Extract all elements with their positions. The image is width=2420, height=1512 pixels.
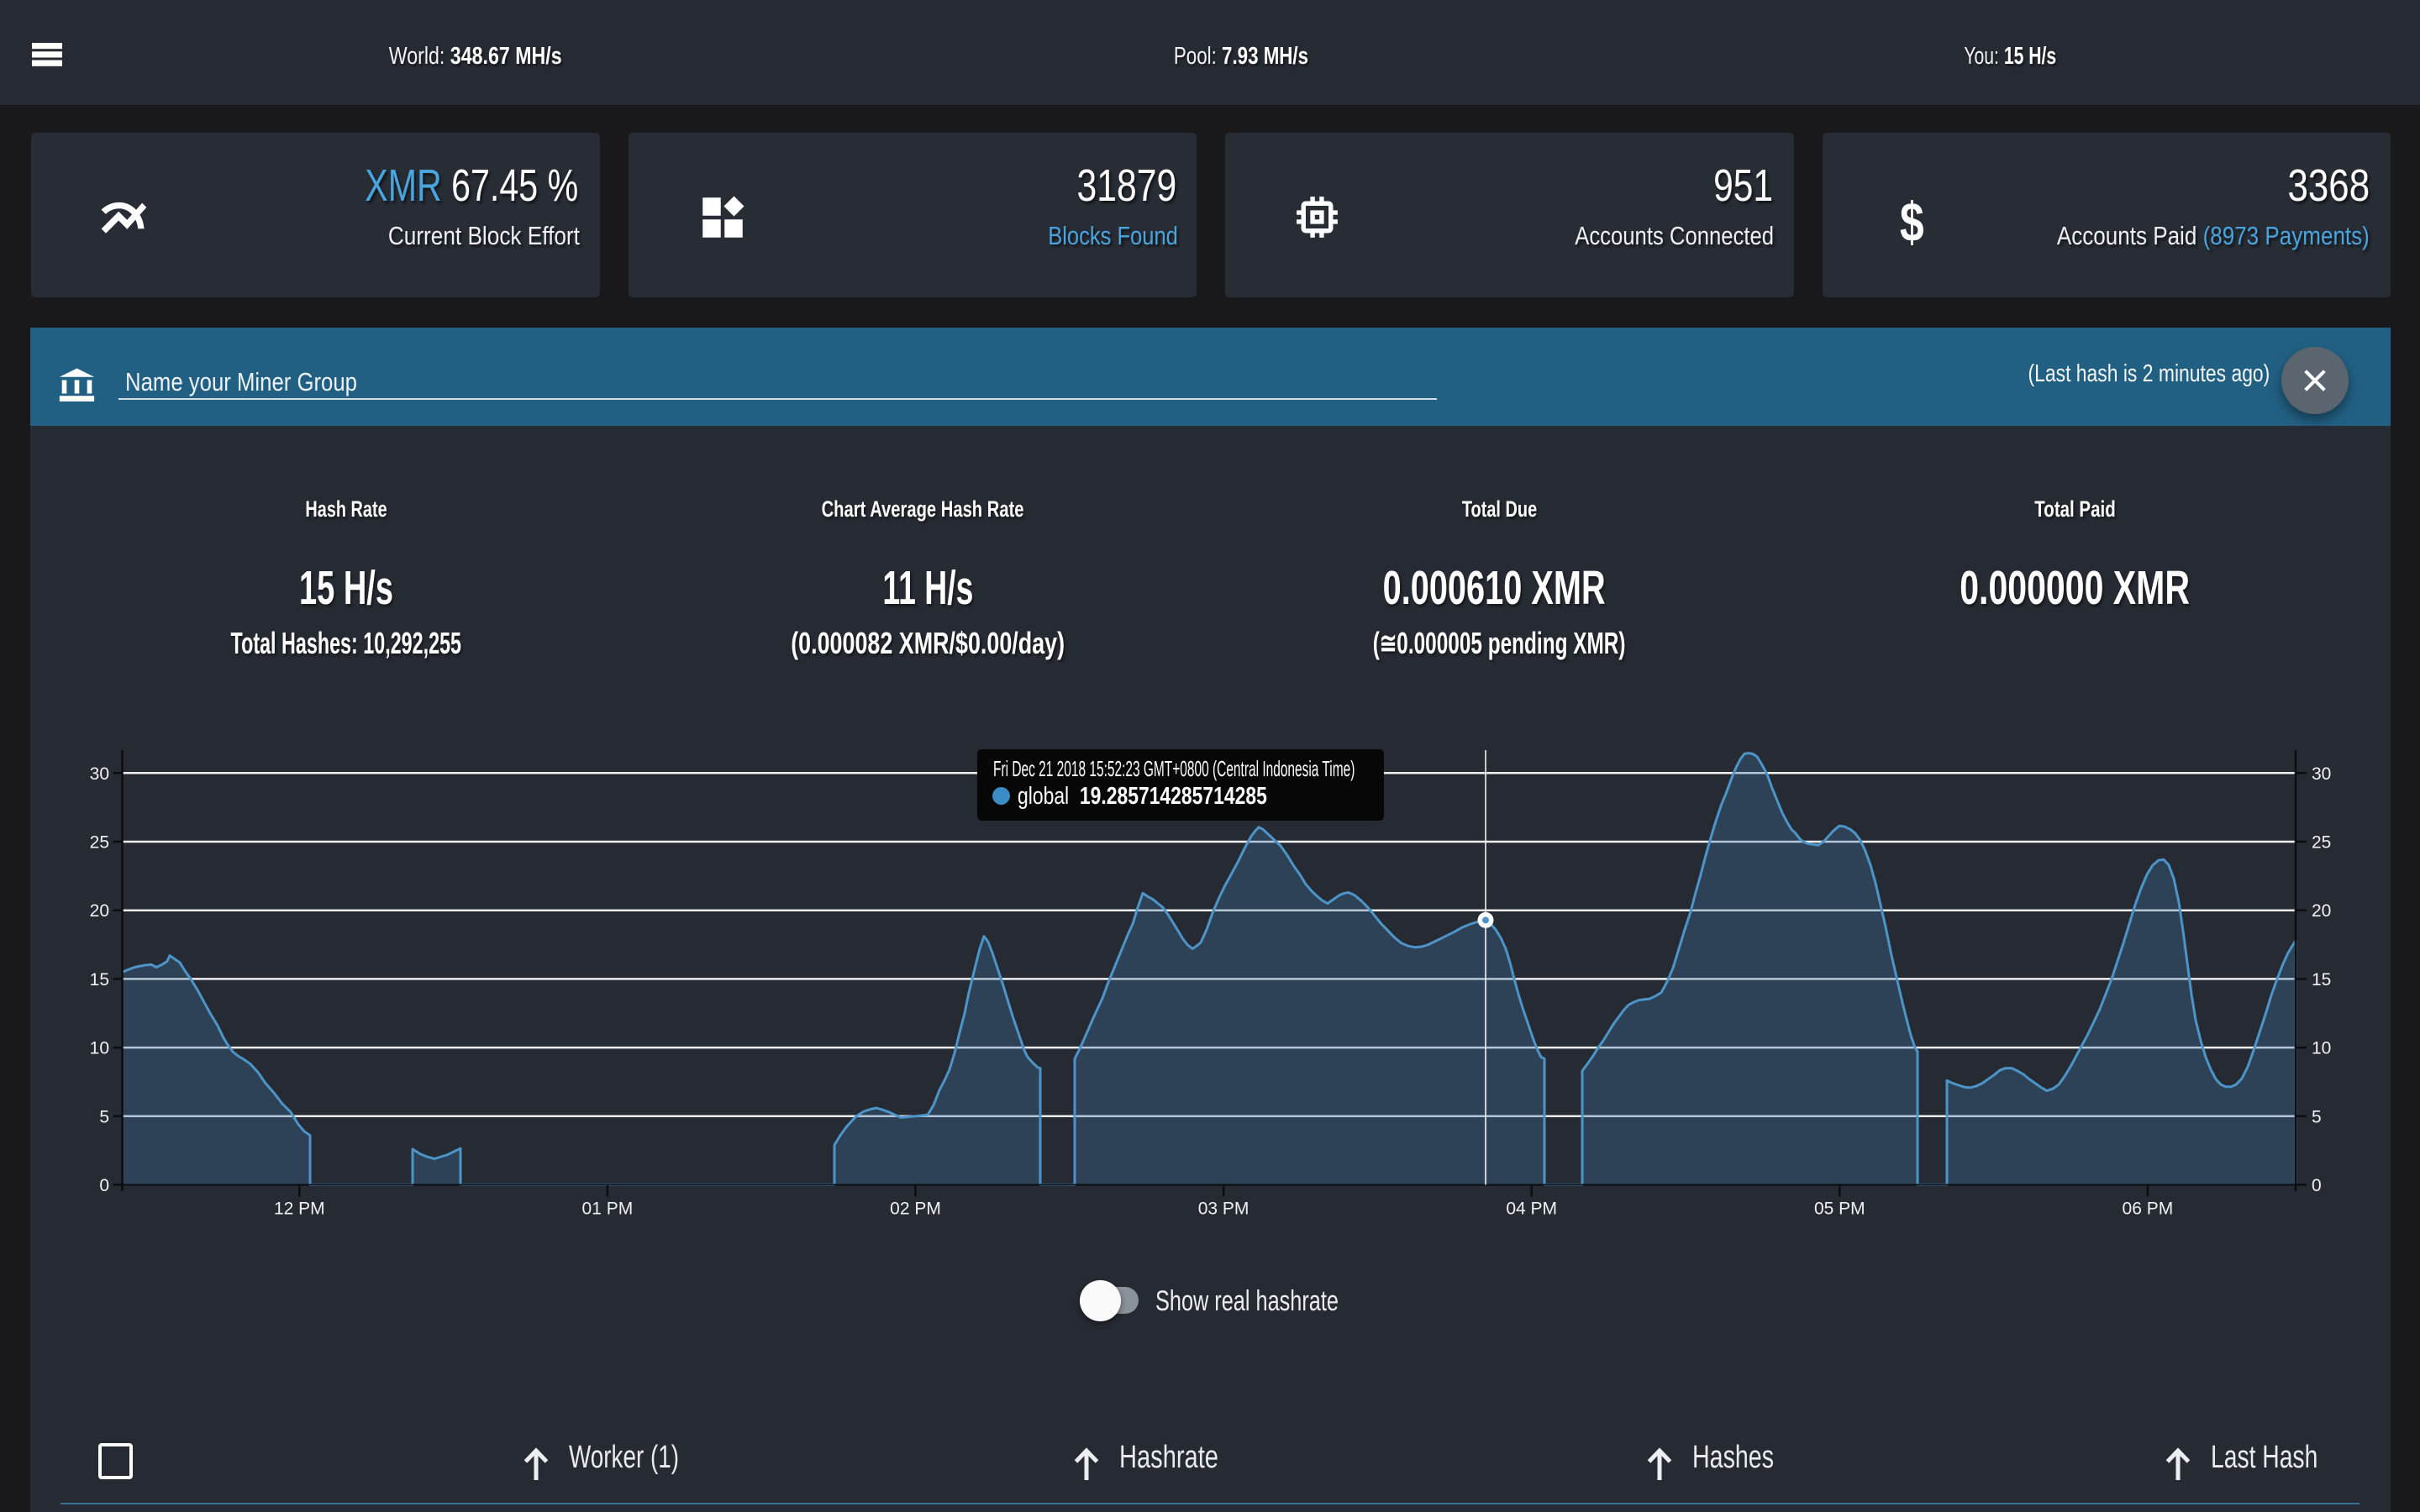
svg-text:02 PM: 02 PM — [890, 1200, 941, 1219]
svg-text:25: 25 — [90, 833, 109, 853]
svg-text:30: 30 — [90, 764, 109, 784]
svg-text:01 PM: 01 PM — [582, 1200, 634, 1219]
svg-text:04 PM: 04 PM — [1506, 1200, 1557, 1219]
svg-text:15: 15 — [90, 970, 109, 990]
svg-text:10: 10 — [2312, 1039, 2331, 1058]
svg-text:06 PM: 06 PM — [2123, 1200, 2174, 1219]
svg-text:10: 10 — [90, 1039, 109, 1058]
svg-text:0: 0 — [99, 1176, 109, 1195]
svg-text:20: 20 — [2312, 901, 2331, 921]
svg-text:5: 5 — [99, 1107, 109, 1126]
svg-text:05 PM: 05 PM — [1814, 1200, 1865, 1219]
svg-text:12 PM: 12 PM — [274, 1200, 325, 1219]
svg-text:15: 15 — [2312, 970, 2331, 990]
svg-text:03 PM: 03 PM — [1198, 1200, 1249, 1219]
svg-text:0: 0 — [2312, 1176, 2322, 1195]
svg-text:25: 25 — [2312, 833, 2331, 853]
svg-text:5: 5 — [2312, 1107, 2322, 1126]
svg-text:30: 30 — [2312, 764, 2331, 784]
svg-text:20: 20 — [90, 901, 109, 921]
